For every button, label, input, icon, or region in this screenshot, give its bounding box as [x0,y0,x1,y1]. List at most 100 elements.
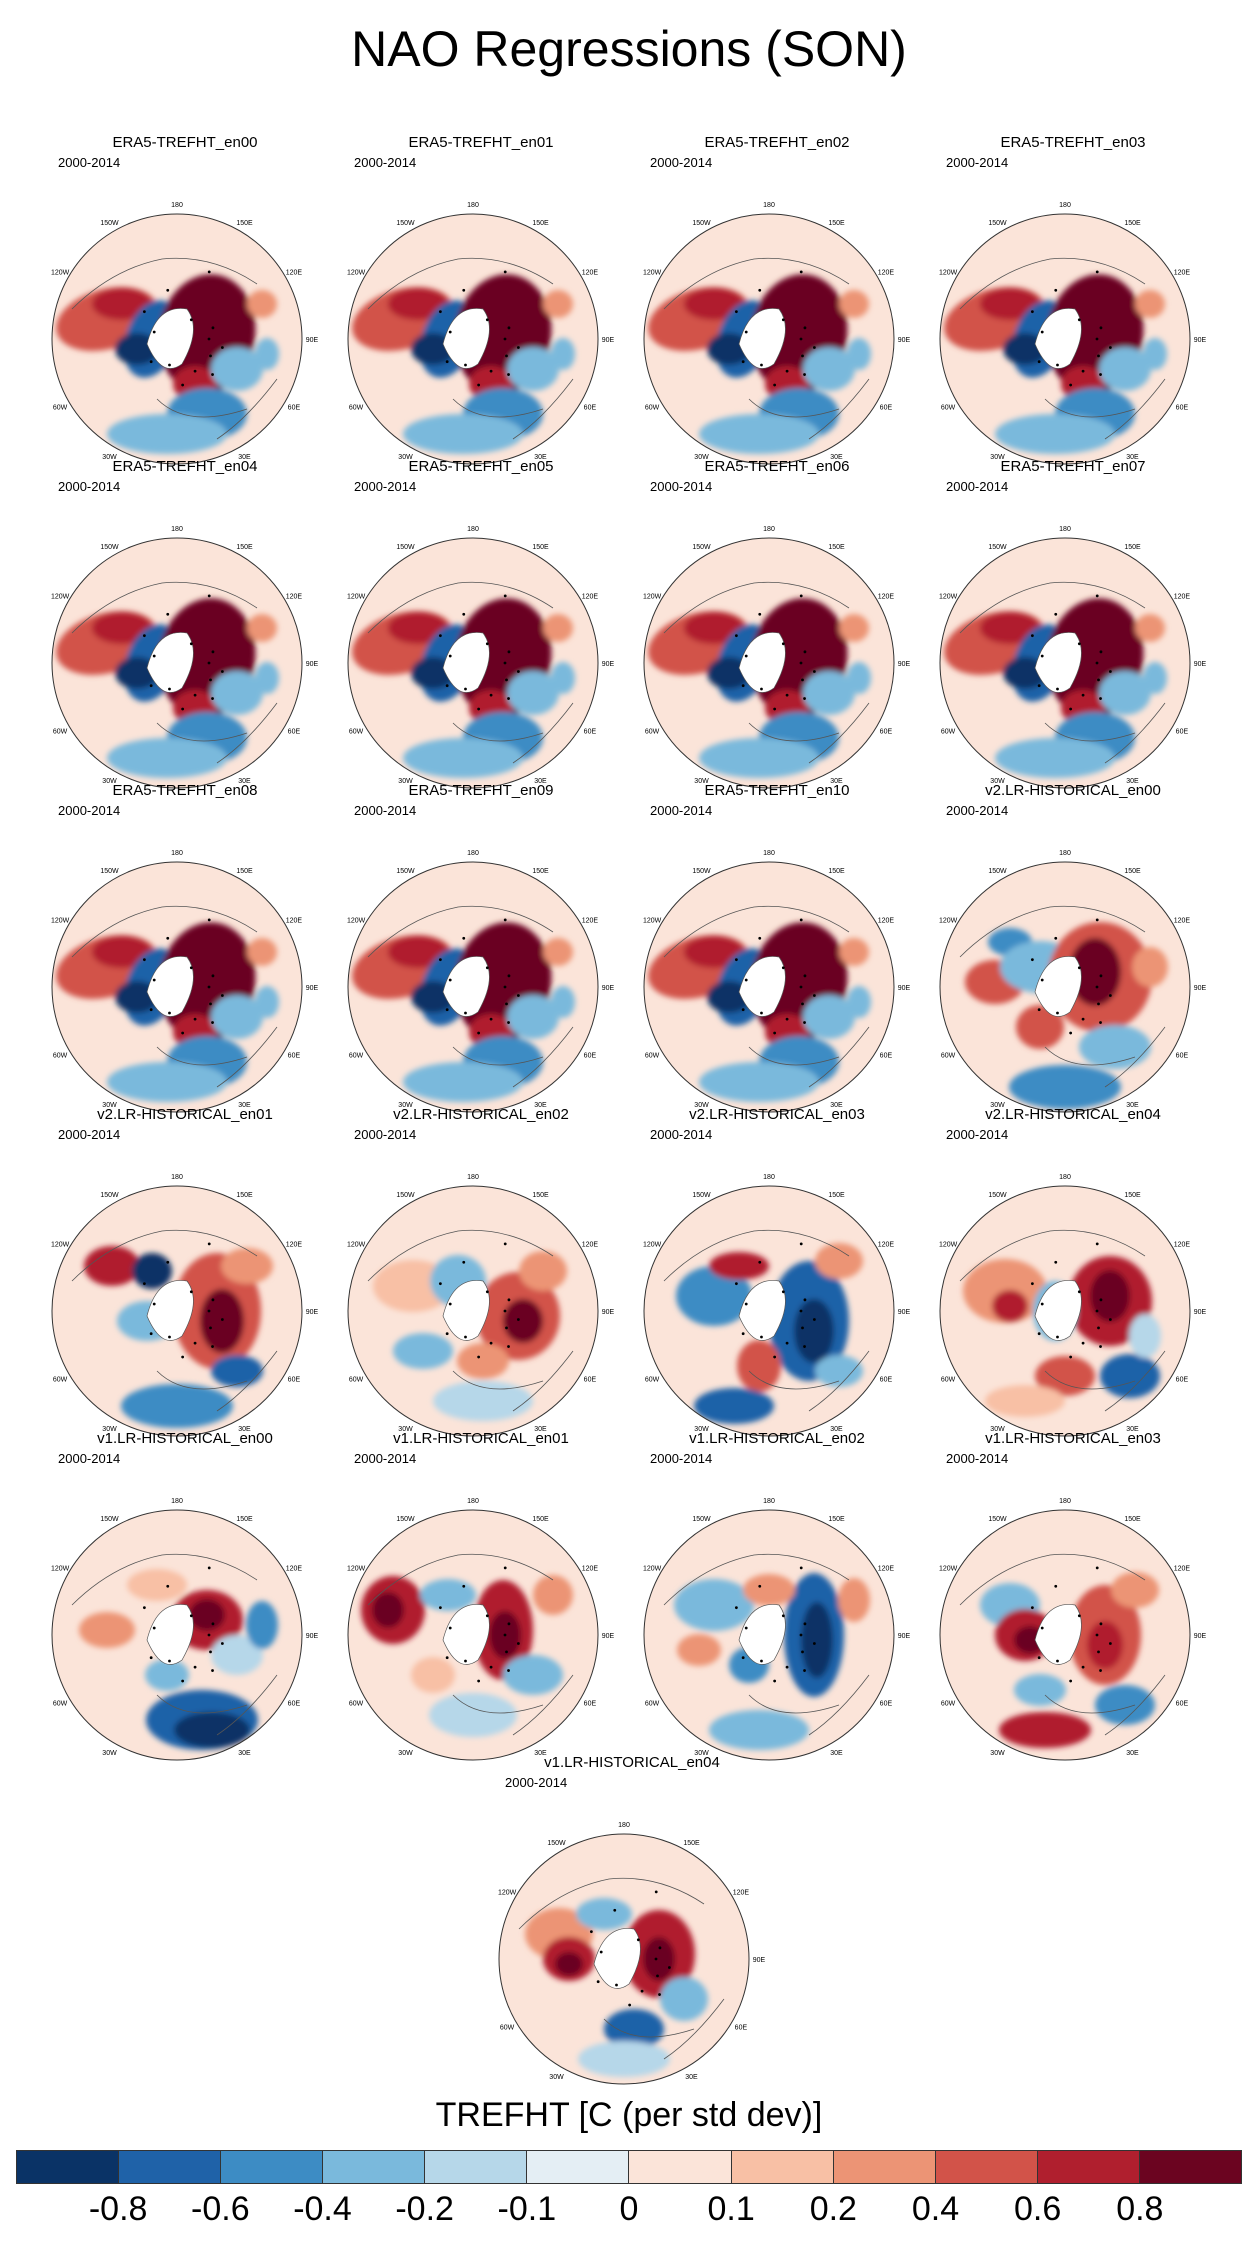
map-panel: 180150E120E90E60E30E030W60W90W120W150WER… [50,134,320,469]
anomaly-region [503,1299,543,1343]
longitude-label: 30E [238,778,251,785]
anomaly-region [1100,1354,1160,1398]
anomaly-region [985,1385,1065,1417]
longitude-label: 120E [733,1890,750,1897]
polar-map: 180150E120E90E60E30E030W60W90W120W150W [51,1174,319,1437]
coastline [71,581,278,764]
polar-map: 180150E120E90E60E30E030W60W90W120W150W [347,850,615,1113]
longitude-label: 150E [828,1192,845,1199]
longitude-label: 30E [830,1102,843,1109]
colorbar-box [1139,2151,1241,2183]
longitude-label: 150W [692,220,711,227]
map-panel: 180150E120E90E60E30E030W60W90W120W150WER… [938,458,1208,793]
map-boundary [498,1833,750,2085]
polar-map: 180150E120E90E60E30E030W60W90W120W150W [939,850,1207,1113]
longitude-label: 120E [582,594,599,601]
greenland-mask [1034,1280,1082,1341]
panel-period: 2000-2014 [946,803,1009,818]
coastline [663,581,870,764]
panel-period: 2000-2014 [946,479,1009,494]
anomaly-region [247,614,277,642]
anomaly-region [1009,1065,1121,1109]
map-boundary [347,861,599,1113]
polar-map: 180150E120E90E60E30E030W60W90W120W150W [939,526,1207,789]
map-panel: 180150E120E90E60E30E030W60W90W120W150WER… [346,134,616,469]
longitude-label: 180 [171,202,183,209]
greenland-mask [146,956,194,1017]
map-panel: 180150E120E90E60E30E030W60W90W120W150WER… [346,782,616,1117]
anomaly-region [995,414,1115,454]
longitude-label: 60E [288,1377,301,1384]
anomaly-region [1111,1572,1159,1608]
coastline [367,581,574,764]
panel-period: 2000-2014 [946,1127,1009,1142]
longitude-label: 60E [584,729,597,736]
anomaly-region [999,1712,1091,1748]
longitude-label: 30E [830,778,843,785]
anomaly-region [1099,347,1151,391]
anomaly-region [604,2009,664,2049]
panel-period: 2000-2014 [354,479,417,494]
anomaly-region [492,608,544,668]
longitude-label: 150E [532,220,549,227]
longitude-label: 60W [53,729,68,736]
anomaly-region [1095,1685,1155,1725]
map-panel: 180150E120E90E60E30E030W60W90W120W150Wv2… [642,1106,912,1441]
longitude-label: 60W [349,1053,364,1060]
map-panel: 180150E120E90E60E30E030W60W90W120W150W v2… [50,1106,320,1441]
panel-period: 2000-2014 [650,1127,713,1142]
anomaly-region [433,1381,533,1421]
colorbar-box [527,2151,630,2183]
longitude-label: 30E [1126,778,1139,785]
anomaly-region [507,347,559,391]
longitude-label: 150W [692,1516,711,1523]
coastline [959,905,1166,1088]
anomaly-region [84,1246,140,1286]
longitude-label: 120E [1174,918,1191,925]
longitude-label: 60E [735,2025,748,2032]
panel-period: 2000-2014 [946,1451,1009,1466]
anomaly-region [847,338,871,370]
panel-period: 2000-2014 [354,803,417,818]
map-boundary [939,861,1191,1113]
longitude-label: 120E [878,1242,895,1249]
longitude-label: 150W [988,1516,1007,1523]
longitude-label: 30W [102,454,117,461]
longitude-label: 120W [643,594,662,601]
anomaly-region [699,414,819,454]
map-panel: 180150E120E90E60E30E030W60W90W120W150WER… [50,458,320,793]
longitude-label: 150E [1124,220,1141,227]
greenland-mask [1034,308,1082,369]
longitude-label: 150E [236,868,253,875]
longitude-label: 60W [645,1701,660,1708]
longitude-label: 150W [100,220,119,227]
longitude-label: 30W [549,2074,564,2081]
colorbar-box [221,2151,324,2183]
longitude-label: 180 [467,1498,479,1505]
anomaly-region [388,288,448,320]
polar-map: 180150E120E90E60E30E030W60W90W120W150W [643,526,911,789]
longitude-label: 120E [286,1566,303,1573]
panel-title: v2.LR-HISTORICAL_en01 [97,1106,273,1123]
longitude-label: 60E [1176,1701,1189,1708]
coastline [71,257,278,440]
panel-title: v1.LR-HISTORICAL_en03 [985,1430,1161,1447]
colorbar-tick-label: 0.2 [809,2190,857,2228]
longitude-label: 180 [1059,1498,1071,1505]
anomaly-region [699,1062,819,1102]
anomaly-region [684,612,744,644]
longitude-label: 150W [100,1516,119,1523]
anomaly-region [1084,284,1136,344]
panel-title: v1.LR-HISTORICAL_en04 [544,1754,720,1771]
anomaly-region [992,1290,1028,1322]
longitude-label: 60E [880,1053,893,1060]
greenland-mask [146,1280,194,1341]
map-boundary [939,213,1191,465]
polar-map: 180150E120E90E60E30E030W60W90W120W150W [939,1498,1207,1761]
longitude-label: 90E [602,337,615,344]
longitude-label: 30E [238,454,251,461]
longitude-label: 30W [694,778,709,785]
map-panel: 180150E120E90E60E30E030W60W90W120W150Wv1… [497,1754,767,2089]
longitude-label: 120E [582,1566,599,1573]
map-boundary [51,537,303,789]
